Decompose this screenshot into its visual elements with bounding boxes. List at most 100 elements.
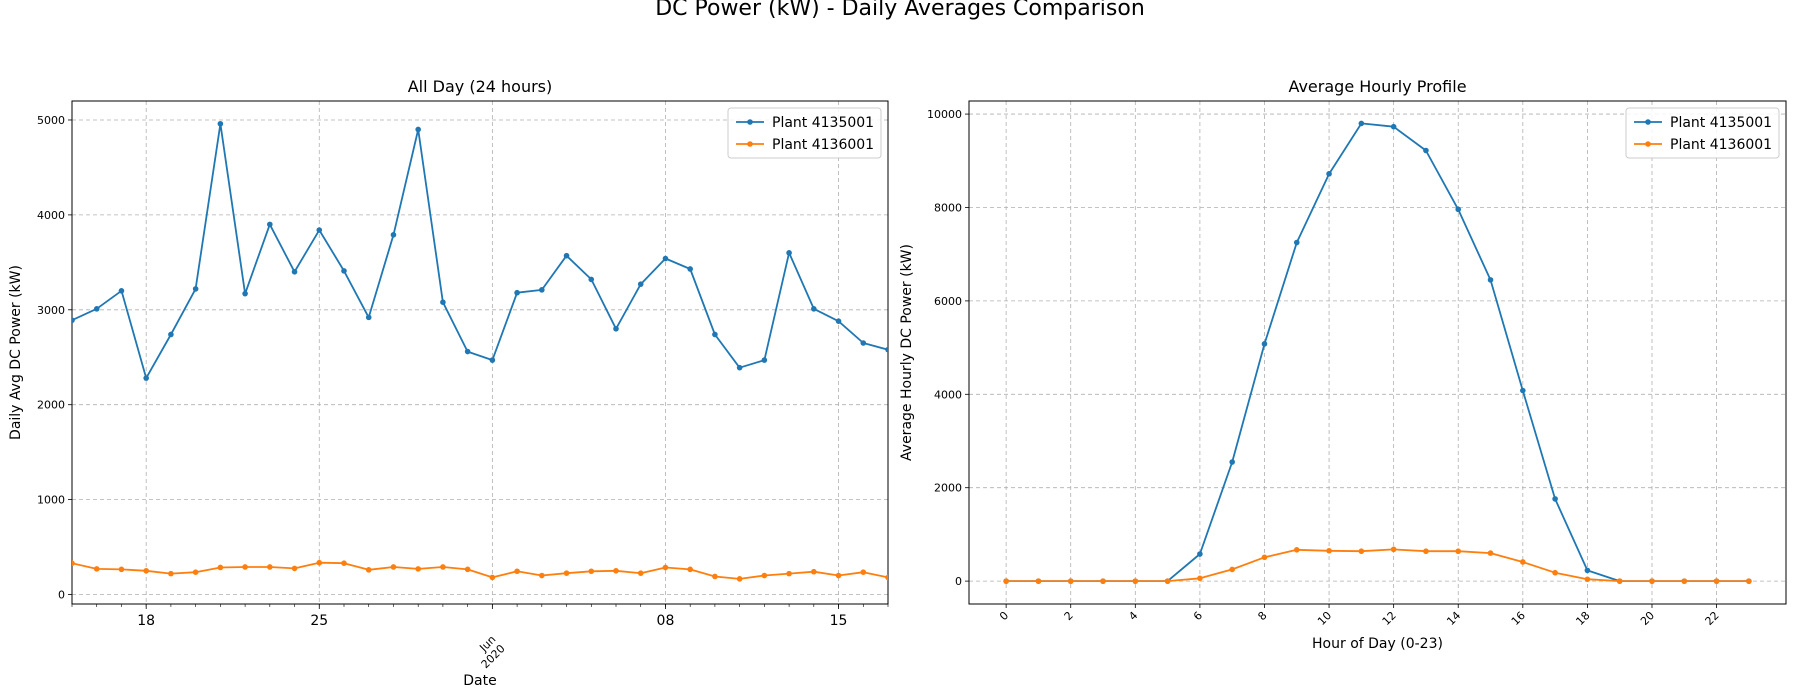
data-point	[1584, 567, 1591, 574]
data-point	[885, 346, 888, 353]
data-point	[1229, 459, 1235, 465]
data-point	[365, 314, 372, 321]
y-tick-label: 0	[955, 575, 962, 588]
data-point	[143, 567, 149, 574]
data-point	[1132, 578, 1139, 584]
data-point	[588, 568, 595, 575]
data-point	[563, 252, 570, 259]
data-point	[217, 564, 224, 571]
data-point	[168, 331, 174, 338]
data-point	[1713, 578, 1720, 584]
y-tick-label: 5000	[37, 114, 65, 127]
data-point	[341, 560, 347, 566]
y-tick-label: 2000	[37, 399, 65, 412]
data-point	[563, 570, 570, 576]
data-point	[637, 570, 644, 576]
data-point	[860, 340, 867, 346]
data-point	[72, 317, 75, 324]
legend: Plant 4135001 Plant 4136001	[1625, 107, 1780, 159]
x-tick-label: 6	[1191, 609, 1205, 623]
legend-label: Plant 4135001	[772, 115, 874, 131]
data-point	[1423, 548, 1429, 555]
data-point	[316, 227, 323, 233]
data-point	[72, 560, 75, 566]
data-point	[118, 566, 125, 573]
y-tick-label: 4000	[934, 388, 962, 401]
data-point	[786, 570, 792, 577]
chart-panel-1: All Day (24 hours) 0 1000 2000 3000 4000 5000 1…	[8, 77, 889, 689]
data-point	[1487, 550, 1494, 556]
x-tick-label: 4	[1126, 609, 1140, 623]
data-point	[835, 572, 842, 579]
y-tick-label: 1000	[37, 494, 65, 507]
data-point	[489, 574, 496, 581]
chart-title: Average Hourly Profile	[1288, 77, 1466, 96]
data-point	[192, 569, 199, 576]
data-point	[811, 306, 817, 312]
data-point	[1552, 496, 1558, 502]
data-point	[662, 564, 669, 571]
x-tick-label: 0	[997, 609, 1011, 623]
data-point	[1746, 578, 1752, 584]
data-point	[1261, 554, 1268, 561]
data-point	[1616, 578, 1623, 584]
data-point	[712, 331, 718, 338]
data-point	[1552, 569, 1558, 576]
series-line	[1006, 548, 1749, 582]
legend-marker	[1645, 119, 1651, 125]
data-point	[168, 570, 174, 577]
x-tick-label: Jun2020	[469, 633, 507, 671]
data-point	[440, 564, 446, 570]
y-tick-label: 10000	[927, 108, 962, 121]
y-tick-label: 4000	[37, 209, 65, 222]
data-point	[860, 569, 867, 576]
data-point	[637, 281, 644, 287]
data-point	[267, 221, 273, 228]
legend-marker	[747, 119, 753, 125]
plot-frame	[968, 100, 1787, 605]
data-point	[1100, 578, 1106, 584]
data-point	[1197, 551, 1203, 557]
data-point	[1584, 576, 1591, 583]
legend: Plant 4135001 Plant 4136001	[727, 107, 882, 159]
series-line	[72, 561, 888, 580]
data-point	[811, 568, 817, 575]
data-point	[1326, 547, 1332, 554]
y-axis-label: Average Hourly DC Power (kW)	[899, 244, 915, 461]
x-tick-label: 18	[137, 613, 155, 629]
data-point	[118, 288, 125, 294]
data-point	[93, 566, 100, 572]
series-2	[72, 559, 888, 582]
data-point	[761, 572, 768, 579]
series-1	[72, 120, 888, 381]
data-point	[464, 566, 471, 573]
data-point	[1390, 546, 1397, 553]
data-point	[1520, 559, 1526, 565]
x-tick-label: 08	[657, 613, 675, 629]
x-tick-label: 15	[830, 613, 848, 629]
legend-box	[727, 107, 882, 159]
legend-marker	[1645, 141, 1651, 147]
x-axis-label: Date	[463, 673, 496, 689]
data-point	[316, 559, 323, 566]
x-tick-label: 18	[1573, 609, 1592, 628]
data-point	[736, 364, 743, 371]
x-tick-label: 20	[1638, 609, 1657, 628]
data-point	[365, 567, 372, 573]
data-point	[1326, 171, 1332, 177]
data-point	[489, 357, 496, 363]
chart-title: All Day (24 hours)	[408, 77, 553, 96]
data-point	[885, 574, 888, 581]
data-point	[93, 306, 100, 312]
data-point	[291, 565, 298, 572]
data-point	[242, 564, 248, 570]
plot-frame	[71, 100, 889, 605]
data-point	[1229, 566, 1235, 573]
data-point	[1164, 578, 1171, 584]
y-tick-label: 6000	[934, 295, 962, 308]
legend-box	[1625, 107, 1780, 159]
data-point	[1487, 277, 1494, 283]
x-tick-label: 22	[1703, 609, 1722, 628]
data-point	[390, 232, 397, 238]
data-point	[1681, 578, 1688, 584]
